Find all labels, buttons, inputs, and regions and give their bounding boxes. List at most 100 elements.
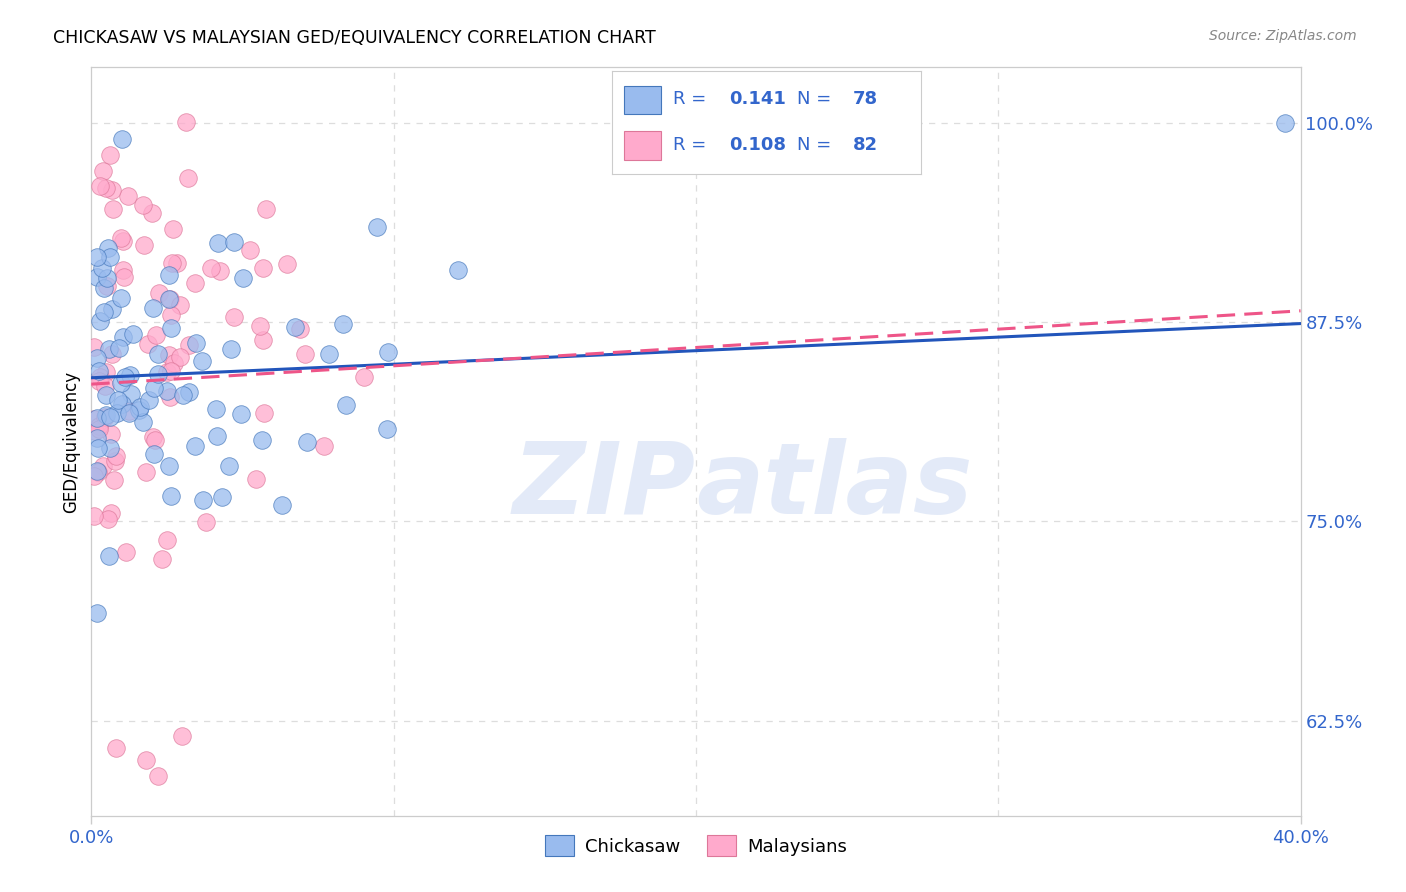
Point — [86, 606, 108, 620]
Point — [184, 335, 207, 350]
Point — [93, 409, 115, 424]
Point — [98, 409, 121, 424]
Point — [118, 404, 141, 418]
Point — [232, 270, 254, 285]
Text: ZIP: ZIP — [513, 438, 696, 535]
Point — [219, 342, 242, 356]
Point — [159, 390, 181, 404]
Point — [98, 147, 121, 161]
Point — [100, 427, 122, 442]
Point — [94, 409, 117, 423]
Point — [148, 286, 170, 301]
Point — [131, 198, 153, 212]
Point — [312, 438, 335, 452]
Point — [200, 260, 222, 275]
Point — [86, 351, 108, 365]
Point — [105, 449, 128, 463]
Point — [96, 270, 118, 285]
Point — [91, 260, 114, 275]
Point — [205, 402, 228, 417]
Point — [271, 498, 294, 512]
Text: R =: R = — [673, 136, 713, 154]
Point — [157, 292, 180, 306]
Point — [207, 235, 229, 250]
Point — [118, 407, 141, 421]
Point — [353, 370, 375, 384]
Point — [160, 489, 183, 503]
Point — [157, 348, 180, 362]
Text: atlas: atlas — [696, 438, 973, 535]
Point — [143, 447, 166, 461]
Text: 0.108: 0.108 — [730, 136, 786, 154]
Point — [366, 219, 388, 234]
Point — [254, 202, 277, 216]
Point — [101, 347, 124, 361]
Point — [163, 356, 186, 370]
Point — [115, 545, 138, 559]
Point — [94, 388, 117, 402]
Point — [252, 260, 274, 275]
Point — [159, 292, 181, 306]
Point — [224, 235, 246, 249]
Point — [110, 376, 132, 390]
Point — [111, 131, 134, 145]
Point — [135, 465, 157, 479]
Point — [100, 506, 122, 520]
Bar — [624, 86, 661, 114]
Point — [294, 347, 316, 361]
Point — [284, 319, 307, 334]
Point — [142, 381, 165, 395]
Point — [97, 343, 120, 357]
Point — [169, 298, 191, 312]
Point — [288, 321, 311, 335]
Point — [162, 256, 184, 270]
Point — [146, 367, 169, 381]
Point — [118, 368, 141, 382]
Point — [160, 308, 183, 322]
Point — [177, 384, 200, 399]
Point — [103, 473, 125, 487]
Point — [146, 769, 169, 783]
Point — [169, 351, 191, 365]
Point — [229, 407, 252, 421]
Point — [172, 388, 194, 402]
Text: 78: 78 — [853, 90, 877, 108]
Point — [239, 243, 262, 257]
Point — [86, 464, 108, 478]
Point — [134, 238, 156, 252]
Point — [159, 320, 181, 334]
Point — [335, 398, 357, 412]
Bar — [624, 131, 661, 160]
Point — [145, 328, 167, 343]
Point — [166, 256, 188, 270]
Point — [114, 369, 136, 384]
Text: Source: ZipAtlas.com: Source: ZipAtlas.com — [1209, 29, 1357, 43]
Point — [191, 493, 214, 508]
Text: 82: 82 — [853, 136, 877, 154]
Point — [250, 433, 273, 447]
Point — [156, 533, 179, 547]
Point — [111, 262, 134, 277]
Text: R =: R = — [673, 90, 713, 108]
Point — [86, 410, 108, 425]
Point — [447, 262, 470, 277]
Point — [101, 183, 124, 197]
Point — [89, 364, 111, 378]
Point — [91, 459, 114, 474]
Point — [97, 549, 120, 564]
Point — [111, 330, 134, 344]
Point — [141, 301, 163, 316]
Point — [143, 433, 166, 447]
Point — [375, 421, 398, 435]
Point — [194, 516, 217, 530]
Point — [105, 406, 128, 420]
Point — [93, 305, 115, 319]
Point — [104, 740, 127, 755]
Point — [83, 412, 105, 426]
Point — [157, 268, 180, 283]
Point — [184, 439, 207, 453]
Point — [86, 269, 108, 284]
Point — [93, 163, 115, 178]
Point — [104, 453, 127, 467]
Point — [172, 730, 194, 744]
